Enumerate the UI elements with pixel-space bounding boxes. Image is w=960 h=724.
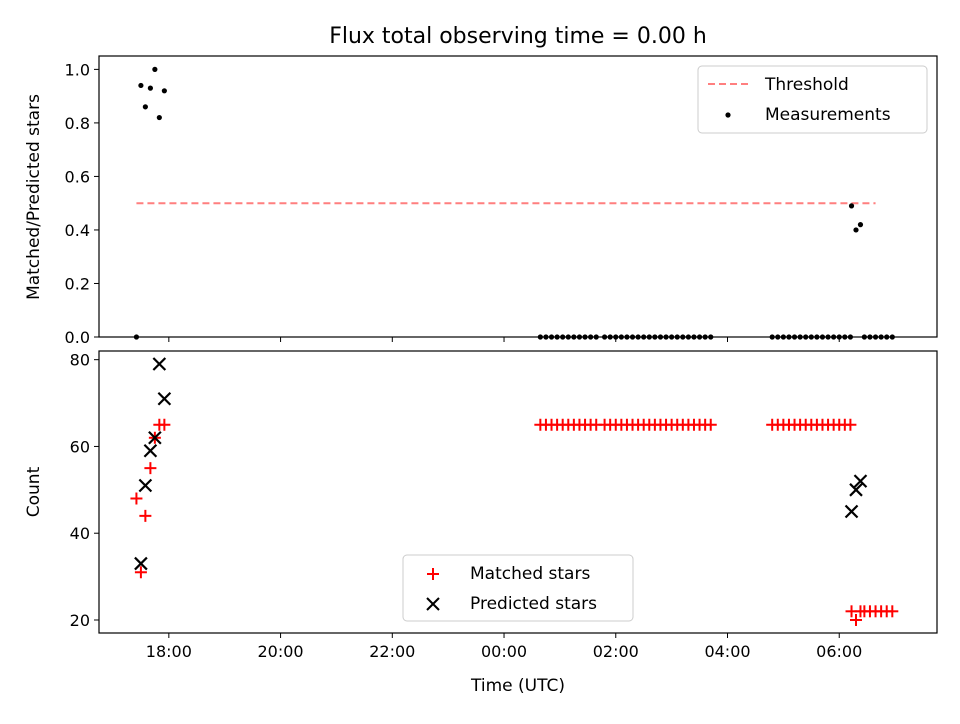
- data-point: [138, 82, 144, 89]
- x-tick-label: 18:00: [146, 642, 192, 661]
- data-point: [848, 203, 855, 209]
- y-tick-label: 0.4: [65, 221, 90, 240]
- y-tick-label: 0.8: [65, 114, 90, 133]
- y-tick-label: 0.0: [65, 328, 90, 347]
- data-point: [156, 114, 162, 121]
- data-point: [144, 462, 157, 475]
- y-tick-label: 0.6: [65, 167, 90, 186]
- data-point: [138, 478, 153, 493]
- data-point: [849, 483, 863, 497]
- data-point: [152, 66, 158, 72]
- count-legend-box: [402, 554, 634, 622]
- data-point: [134, 556, 148, 571]
- x-tick-label: 20:00: [258, 642, 304, 661]
- data-point: [853, 227, 859, 233]
- chart-title: Flux total observing time = 0.00 h: [329, 24, 707, 49]
- data-point: [857, 222, 864, 228]
- x-tick-label: 00:00: [481, 642, 527, 661]
- x-tick-label: 04:00: [704, 642, 750, 661]
- matched-stars-legend-label: Matched stars: [470, 564, 590, 584]
- y-tick-label: 40: [70, 524, 90, 543]
- ratio-legend-box: [697, 65, 928, 134]
- measurements-legend-label: Measurements: [765, 105, 891, 125]
- x-tick-label: 06:00: [816, 642, 862, 661]
- data-point: [849, 613, 862, 626]
- y-tick-label: 80: [70, 351, 90, 370]
- data-point: [844, 504, 859, 519]
- data-point: [139, 509, 152, 522]
- matched-stars-legend-swatch: [427, 568, 439, 580]
- threshold-legend-label: Threshold: [764, 75, 849, 95]
- data-point: [704, 418, 717, 431]
- data-point: [152, 357, 167, 371]
- predicted-stars-legend-swatch: [426, 597, 440, 611]
- data-point: [158, 418, 171, 431]
- data-point: [143, 444, 158, 458]
- x-tick-label: 02:00: [593, 642, 639, 661]
- ratio-legend: Threshold Measurements: [697, 65, 928, 134]
- ratio-panel-ylabel: Matched/Predicted stars: [24, 94, 44, 300]
- y-tick-label: 0.2: [65, 274, 90, 293]
- y-tick-label: 20: [70, 611, 90, 630]
- predicted-stars-series: [134, 357, 868, 571]
- ratio-panel: 0.0 0.2 0.4 0.6 0.8 1.0 Matched/Predicted sta…: [24, 55, 938, 347]
- count-panel-frame: [98, 350, 938, 634]
- ratio-panel-frame: [98, 55, 938, 338]
- x-axis-label: Time (UTC): [470, 676, 565, 696]
- data-point: [161, 88, 167, 94]
- data-point: [147, 85, 153, 91]
- data-point: [130, 492, 143, 505]
- data-point: [148, 430, 162, 445]
- y-tick-label: 1.0: [65, 60, 90, 79]
- data-point: [853, 474, 868, 488]
- count-panel: 20 40 60 80 18:00 20:00 22:00 00:00 02:00 04:00 0…: [24, 350, 938, 696]
- data-point: [134, 566, 147, 579]
- data-point: [844, 418, 857, 431]
- matched-stars-series: [130, 418, 899, 626]
- predicted-stars-legend-label: Predicted stars: [470, 594, 597, 614]
- x-tick-label: 22:00: [369, 642, 415, 661]
- measurements-legend-swatch: [725, 112, 731, 118]
- y-tick-label: 60: [70, 437, 90, 456]
- count-panel-ylabel: Count: [24, 466, 44, 517]
- count-legend: Matched stars Predicted stars: [402, 554, 634, 622]
- data-point: [142, 104, 148, 110]
- data-point: [157, 391, 172, 406]
- data-point: [886, 605, 899, 618]
